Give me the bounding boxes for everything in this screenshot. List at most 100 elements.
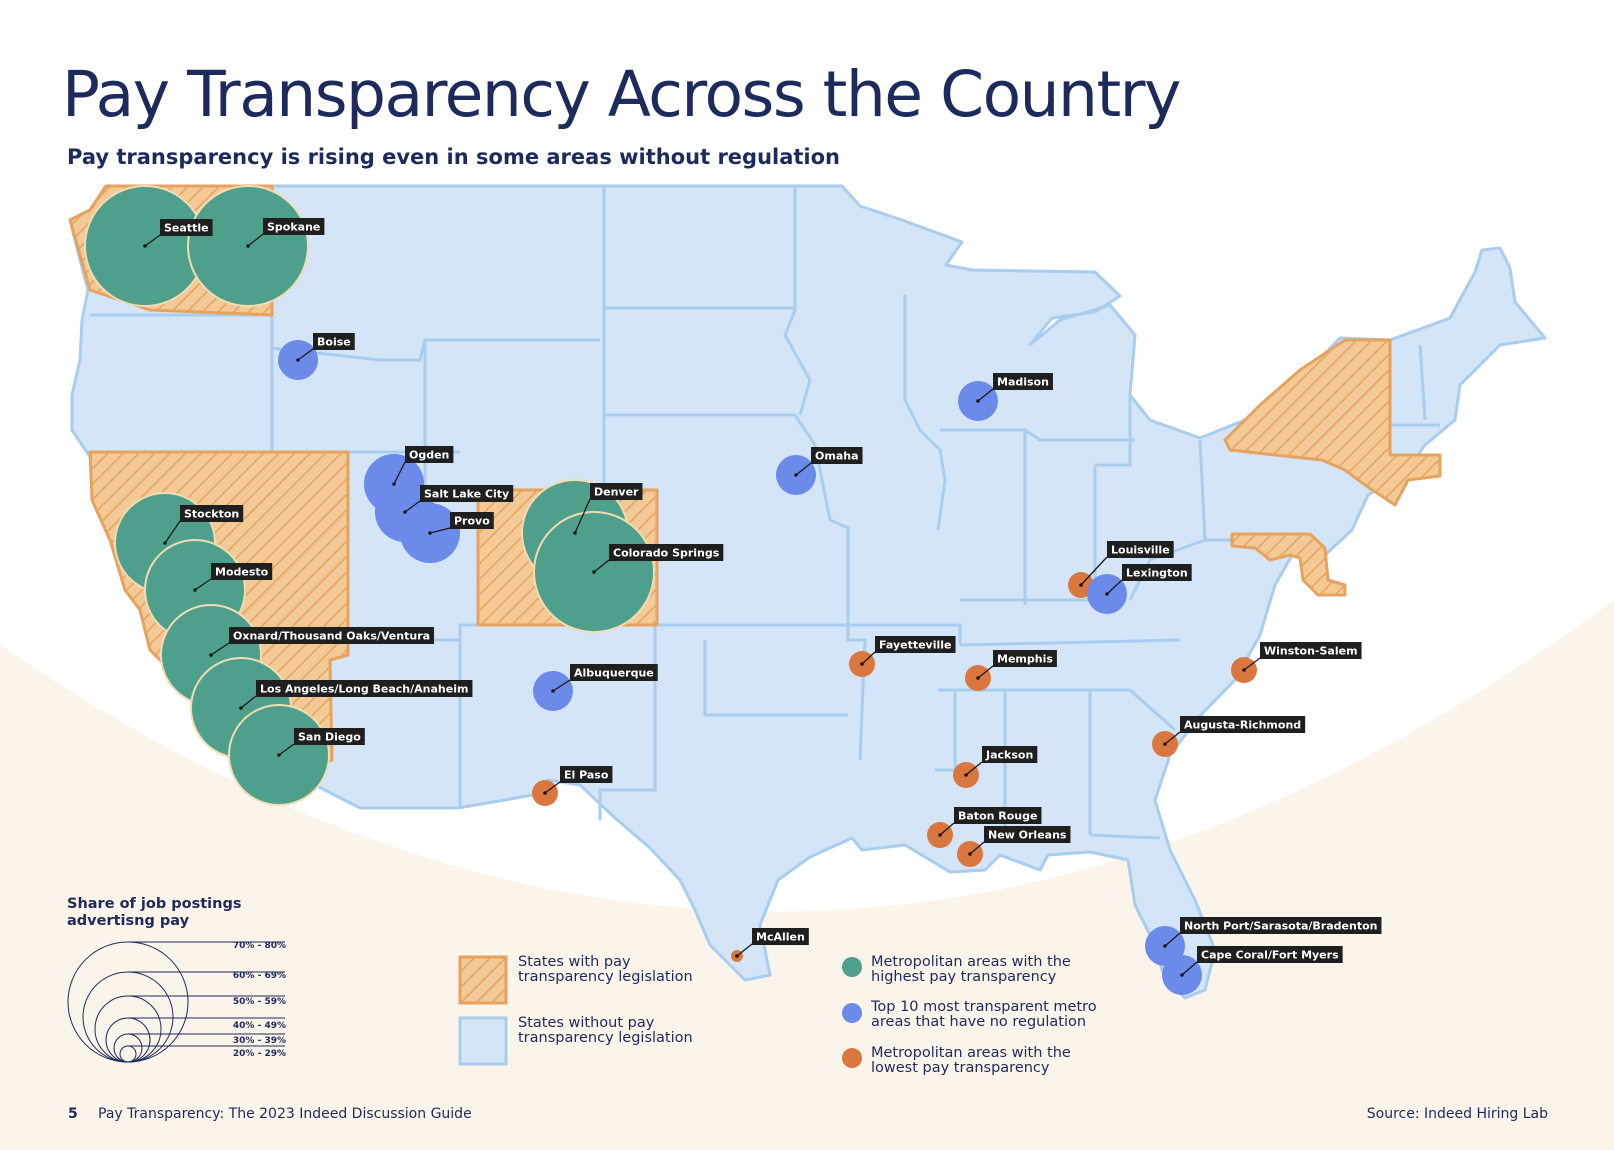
label-background	[752, 928, 809, 945]
metro-name: Spokane	[267, 221, 320, 234]
label-background	[984, 826, 1071, 843]
metro-point	[551, 689, 555, 693]
metro-label-fayetteville: Fayetteville	[860, 636, 956, 666]
state-new-york	[1223, 338, 1442, 507]
leader-line	[593, 559, 610, 573]
state-legend: States with pay transparency legislation…	[458, 954, 693, 1066]
leader-line	[247, 233, 264, 247]
metro-label-seattle: Seattle	[143, 219, 213, 248]
leader-line	[795, 462, 812, 476]
metro-name: Provo	[454, 515, 490, 528]
metro-name: Ogden	[409, 449, 449, 462]
leader-line	[429, 527, 451, 534]
leader-line	[194, 578, 212, 591]
label-background	[811, 447, 863, 464]
leader-line	[1164, 932, 1181, 947]
legend-with-legislation-1: States with pay	[518, 954, 631, 970]
metro-markers: Seattle Spokane Boise Madison Ogden Omaha Salt…	[84, 185, 1382, 995]
metro-label-modesto: Modesto	[193, 563, 273, 592]
metro-label-ogden: Ogden	[392, 446, 454, 486]
page-title: Pay Transparency Across the Country	[62, 58, 1181, 131]
label-background	[160, 219, 213, 236]
label-background	[313, 333, 355, 350]
legend-without-legislation-2: transparency legislation	[518, 1030, 693, 1046]
metro-point	[735, 954, 739, 958]
legend-swatch-no-legislation	[458, 1016, 508, 1066]
metro-name: Louisville	[1111, 544, 1170, 557]
metro-label-denver: Denver	[573, 483, 643, 535]
label-background	[229, 627, 435, 644]
metro-label-baton-rouge: Baton Rouge	[938, 807, 1042, 837]
metro-point	[1105, 592, 1109, 596]
size-range-label: 50% - 59%	[233, 997, 286, 1007]
page-subtitle: Pay transparency is rising even in some …	[67, 145, 841, 169]
metro-point	[976, 676, 980, 680]
leader-line	[552, 679, 571, 692]
metro-name: Boise	[317, 336, 351, 349]
metro-label-provo: Provo	[428, 512, 494, 535]
label-background	[1180, 716, 1306, 733]
metro-point	[403, 510, 407, 514]
metro-name: Baton Rouge	[958, 810, 1037, 823]
legend-unregulated-2: areas that have no regulation	[871, 1014, 1086, 1030]
legend-swatch-legislation	[458, 955, 508, 1005]
label-background	[982, 746, 1038, 763]
size-legend-title-2: advertisng pay	[67, 913, 190, 929]
metro-point	[1163, 742, 1167, 746]
metro-point	[592, 570, 596, 574]
leader-line	[404, 500, 421, 513]
metro-point	[968, 852, 972, 856]
size-range-label: 70% - 80%	[233, 941, 286, 951]
state-maryland	[1230, 532, 1347, 597]
metro-name: Memphis	[997, 653, 1053, 666]
metro-name: Cape Coral/Fort Myers	[1201, 949, 1339, 962]
metro-name: Madison	[997, 376, 1049, 389]
label-background	[954, 807, 1042, 824]
metro-point	[573, 531, 577, 535]
metro-point	[860, 662, 864, 666]
metro-point	[246, 244, 250, 248]
metro-label-jackson: Jackson	[964, 746, 1038, 777]
label-background	[570, 664, 658, 681]
metro-label-san-diego: San Diego	[277, 728, 365, 757]
legend-dot-unregulated	[842, 1003, 862, 1023]
legend-without-legislation-1: States without pay	[518, 1015, 655, 1031]
metro-name: Salt Lake City	[424, 488, 509, 501]
size-range-label: 30% - 39%	[233, 1036, 286, 1046]
metro-label-winston-salem: Winston-Salem	[1242, 642, 1362, 672]
metro-name: El Paso	[564, 769, 609, 782]
metro-label-louisville: Louisville	[1079, 541, 1174, 587]
metro-name: Oxnard/Thousand Oaks/Ventura	[233, 630, 430, 643]
metro-name: Denver	[594, 486, 639, 499]
metro-point	[428, 531, 432, 535]
metro-point	[209, 653, 213, 657]
label-background	[1260, 642, 1362, 659]
metro-point	[163, 541, 167, 545]
label-background	[420, 485, 514, 502]
metro-name: Omaha	[815, 450, 859, 463]
leader-line	[240, 695, 257, 709]
metro-name: Modesto	[215, 566, 269, 579]
metro-point	[1079, 583, 1083, 587]
leader-line	[210, 642, 230, 656]
label-background	[256, 680, 473, 697]
label-background	[180, 505, 244, 522]
footer-doc-title: Pay Transparency: The 2023 Indeed Discus…	[98, 1106, 472, 1122]
leader-line	[1080, 556, 1108, 586]
metro-point	[938, 833, 942, 837]
metro-point	[964, 773, 968, 777]
label-background	[993, 650, 1057, 667]
label-background	[1180, 917, 1382, 934]
label-background	[875, 636, 956, 653]
metro-point	[1163, 944, 1167, 948]
leader-line	[1106, 579, 1123, 595]
metro-point	[239, 706, 243, 710]
label-background	[405, 446, 454, 463]
label-background	[560, 766, 613, 783]
metro-label-colorado-springs: Colorado Springs	[592, 544, 724, 574]
metro-name: Albuquerque	[574, 667, 654, 680]
size-legend-title-1: Share of job postings	[67, 896, 241, 912]
metro-name: Winston-Salem	[1264, 645, 1358, 658]
metro-label-omaha: Omaha	[794, 447, 863, 477]
